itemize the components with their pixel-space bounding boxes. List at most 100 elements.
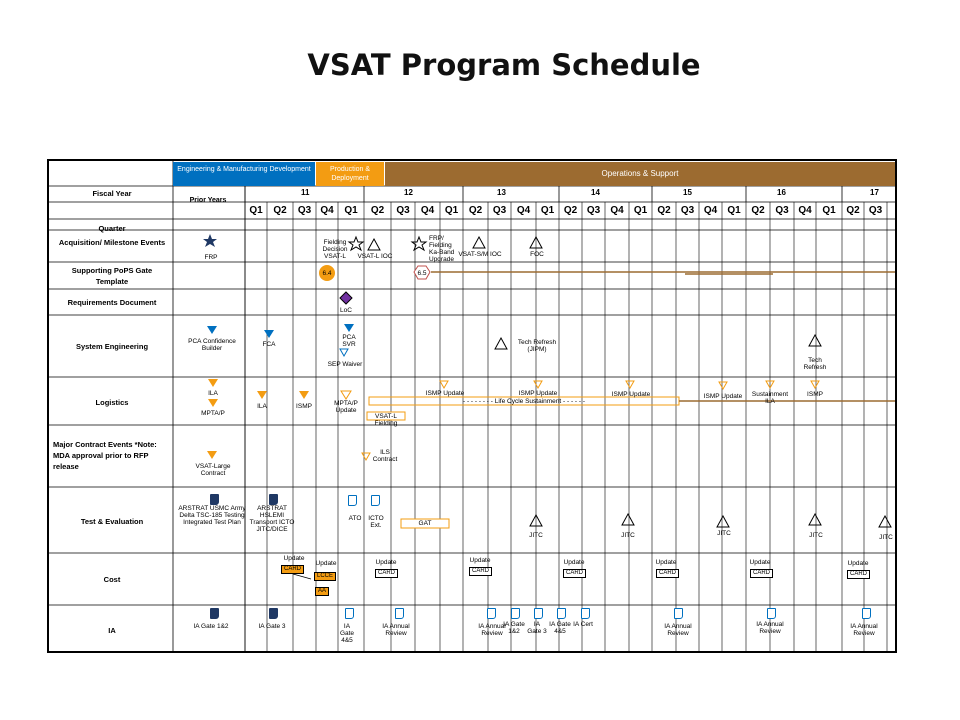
foc-label: FOC	[530, 251, 544, 258]
pca-builder-triangle-icon	[207, 326, 217, 334]
document-icon	[767, 608, 776, 619]
gate-6-5-icon	[413, 265, 431, 280]
row-system-engineering: System Engineering	[75, 342, 149, 351]
ismp-update-4-triangle-icon	[718, 381, 728, 391]
fca-label: FCA	[262, 341, 276, 348]
page-title: VSAT Program Schedule	[307, 48, 701, 82]
jitc-5-label: JITC	[879, 534, 893, 541]
jitc-2-label: JITC	[621, 532, 635, 539]
sep-waiver-label: SEP Waiver	[327, 361, 363, 368]
pca-svr-triangle-icon	[344, 324, 354, 332]
ismp-label: ISMP	[296, 403, 312, 410]
ismp-update-1-label: ISMP Update	[425, 390, 465, 397]
year-13: 13	[497, 188, 506, 197]
document-icon	[348, 495, 357, 506]
row-requirements: Requirements Document	[67, 298, 157, 307]
cost-aa: AA	[315, 587, 330, 596]
cost-lcce: LCCE	[314, 572, 337, 581]
quarter-header: Q1	[249, 205, 263, 216]
mpta-label: MPTA/P	[201, 410, 225, 417]
fca-triangle-icon	[264, 330, 274, 338]
gate-6-5-label: 6.5	[417, 270, 427, 277]
cost-update-7: Update	[749, 559, 771, 566]
gate-6-4-icon	[319, 265, 335, 281]
document-icon	[862, 608, 871, 619]
cost-card-6: CARD	[656, 569, 680, 578]
gat-bar	[400, 518, 450, 529]
ismp-update-1-triangle-icon	[439, 380, 449, 390]
mpta-update-triangle-icon	[340, 390, 352, 400]
document-icon	[534, 608, 543, 619]
phase-operations-support: Operations & Support	[385, 162, 895, 186]
document-icon	[674, 608, 683, 619]
sep-waiver-triangle-icon	[339, 348, 349, 358]
ismp-update-4-label: ISMP Update	[703, 393, 743, 400]
foc-triangle-icon	[529, 235, 543, 249]
quarter-header: Q4	[703, 205, 718, 216]
year-11: 11	[301, 188, 310, 197]
frp-fielding-label: FRP/ Fielding Ka-Band Upgrade	[429, 235, 455, 263]
jitc-2-triangle-icon	[621, 512, 635, 526]
document-icon	[511, 608, 520, 619]
quarter-header: Q1	[344, 205, 358, 216]
cost-update-6: Update	[655, 559, 677, 566]
ila-triangle-icon	[208, 379, 218, 387]
jitc-4-label: JITC	[809, 532, 823, 539]
gate-6-4-label: 6.4	[322, 270, 332, 277]
frp-star-icon	[203, 234, 217, 247]
gat-label: GAT	[418, 520, 432, 527]
jitc-5-triangle-icon	[878, 514, 892, 528]
life-cycle-sustainment-label: - - - - - - - - Life Cycle Sustainment -…	[462, 398, 586, 405]
mpta-update-label: MPTA/P Update	[334, 400, 358, 414]
ia-annual-1-label: IA Annual Review	[382, 623, 410, 637]
jitc-1-triangle-icon	[529, 513, 543, 527]
row-test-evaluation: Test & Evaluation	[80, 517, 144, 526]
quarter-header: Q3	[680, 205, 695, 216]
tech-refresh-label: Tech Refresh	[803, 357, 827, 371]
year-17: 17	[870, 188, 879, 197]
ismp-triangle-icon	[299, 391, 309, 399]
arstrat-usmc-label: ARSTRAT USMC Army Delta TSC-185 Testing …	[178, 505, 246, 526]
document-icon	[210, 494, 219, 505]
quarter-header: Q2	[563, 205, 578, 216]
row-logistics: Logistics	[95, 398, 129, 407]
ia-annual-4-label: IA Annual Review	[756, 621, 784, 635]
quarter-header: Q2	[370, 205, 385, 216]
schedule-table: Engineering & Manufacturing Development …	[47, 159, 897, 653]
year-14: 14	[591, 188, 600, 197]
quarter-header: Q4	[516, 205, 531, 216]
vsat-large-label: VSAT-Large Contract	[195, 463, 231, 477]
ia-annual-2-label: IA Annual Review	[478, 623, 506, 637]
arstrat-hslemi-label: ARSTRAT HSLEMI Transport ICTO JITC/DICE	[249, 505, 295, 533]
quarter-header: Q1	[633, 205, 648, 216]
ia-gate45b-label: IA Gate 4&5	[549, 621, 571, 635]
tech-refresh-jipm-label: Tech Refresh (JIPM)	[517, 339, 557, 353]
phase-production-deployment: Production & Deployment	[316, 162, 384, 186]
quarter-header: Q1	[727, 205, 741, 216]
fiscal-year-label: Fiscal Year	[92, 189, 132, 198]
quarter-header: Q2	[657, 205, 671, 216]
jitc-3-triangle-icon	[716, 514, 730, 528]
frp-label: FRP	[204, 254, 218, 261]
vsat-large-triangle-icon	[207, 451, 217, 459]
sustainment-ila-triangle-icon	[765, 380, 775, 390]
prior-years-label: Prior Years	[189, 197, 227, 204]
symbols-layer	[203, 234, 895, 580]
quarter-header: Q3	[492, 205, 507, 216]
vsats-ioc-triangle-icon	[472, 235, 486, 249]
ia-gate3b-label: IA Gate 3	[527, 621, 547, 635]
update-arrow	[292, 573, 312, 580]
schedule-grid	[49, 161, 895, 651]
document-icon	[269, 608, 278, 619]
cost-card-5: CARD	[563, 569, 587, 578]
ismp-update-3-label: ISMP Update	[611, 391, 651, 398]
document-icon	[557, 608, 566, 619]
ismp-update-2-triangle-icon	[533, 380, 543, 390]
cost-update-5: Update	[563, 559, 585, 566]
cost-card-8: CARD	[847, 570, 871, 579]
row-cost: Cost	[103, 575, 121, 584]
document-icon	[371, 495, 380, 506]
row-acquisition: Acquisition/ Milestone Events	[58, 238, 166, 247]
ismp-update-2-label: ISMP Update	[518, 390, 558, 397]
frp-fielding-star-icon	[410, 235, 428, 252]
